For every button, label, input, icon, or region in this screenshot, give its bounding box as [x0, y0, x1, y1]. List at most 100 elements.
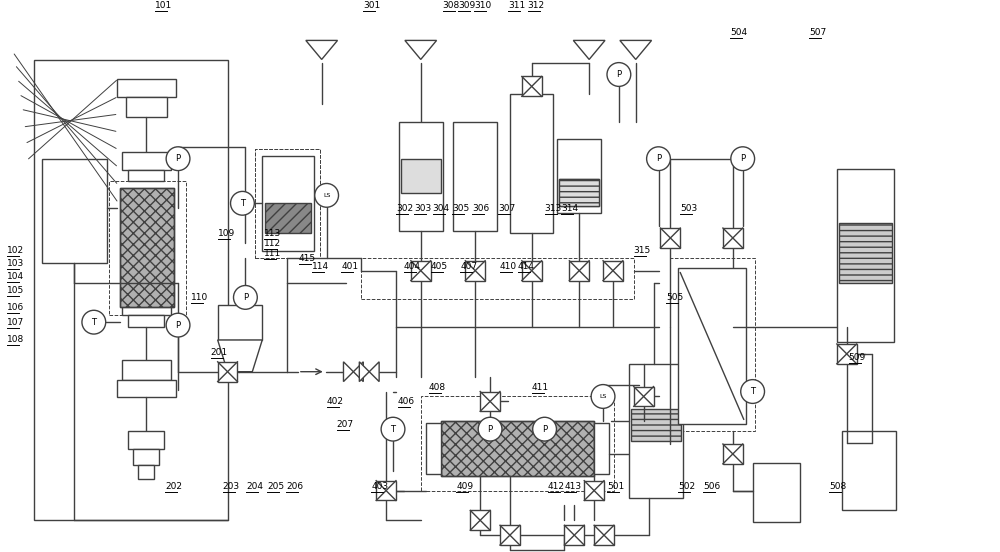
Bar [753, 463, 800, 522]
Text: 411: 411 [532, 383, 549, 391]
Text: 110: 110 [191, 293, 208, 302]
Bar [255, 149, 320, 258]
Bar [399, 122, 443, 231]
Text: 206: 206 [286, 481, 303, 491]
Text: 104: 104 [7, 272, 24, 280]
Bar [117, 380, 176, 397]
Text: 315: 315 [634, 246, 651, 255]
Text: 301: 301 [363, 1, 381, 10]
Text: 108: 108 [7, 335, 24, 344]
Polygon shape [359, 362, 369, 381]
Bar [265, 203, 311, 233]
Bar [411, 261, 431, 280]
Circle shape [591, 385, 615, 408]
Bar [594, 423, 609, 474]
Bar [120, 188, 174, 307]
Bar [522, 261, 542, 280]
Bar [569, 261, 589, 280]
Text: 509: 509 [849, 353, 866, 362]
Circle shape [533, 417, 556, 441]
Bar [361, 258, 634, 299]
Text: 503: 503 [680, 204, 698, 213]
Circle shape [731, 147, 755, 171]
Text: 308: 308 [443, 1, 460, 10]
Polygon shape [353, 362, 363, 381]
Text: 106: 106 [7, 303, 24, 312]
Text: 501: 501 [607, 481, 624, 491]
Bar [465, 261, 485, 280]
Text: P: P [740, 154, 745, 163]
Text: T: T [91, 317, 96, 327]
Polygon shape [369, 362, 379, 381]
Bar [262, 156, 314, 251]
Text: 502: 502 [678, 481, 695, 491]
Text: 314: 314 [561, 204, 579, 213]
Polygon shape [306, 40, 338, 60]
Bar [441, 421, 594, 476]
Text: 312: 312 [528, 1, 545, 10]
Text: 109: 109 [218, 229, 235, 238]
Text: 303: 303 [414, 204, 431, 213]
Text: 302: 302 [396, 204, 413, 213]
Bar [441, 421, 594, 476]
Bar [133, 449, 159, 465]
Bar [453, 122, 497, 231]
Text: 310: 310 [474, 1, 491, 10]
Bar [122, 360, 171, 380]
Bar [594, 526, 614, 545]
Text: 102: 102 [7, 246, 24, 255]
Text: 207: 207 [337, 420, 354, 429]
Bar [629, 364, 683, 497]
Text: 112: 112 [264, 239, 281, 248]
Text: 311: 311 [508, 1, 525, 10]
Text: 413: 413 [564, 481, 582, 491]
Text: 205: 205 [267, 481, 284, 491]
Circle shape [82, 310, 106, 334]
Bar [842, 431, 896, 511]
Bar [603, 261, 623, 280]
Bar [117, 79, 176, 97]
Text: 508: 508 [829, 481, 846, 491]
Bar [678, 268, 746, 424]
Bar [138, 465, 154, 479]
Text: 406: 406 [398, 397, 415, 406]
Polygon shape [405, 40, 437, 60]
Text: P: P [616, 70, 621, 79]
Bar [122, 298, 171, 315]
Text: 404: 404 [404, 262, 421, 270]
Bar [584, 481, 604, 501]
Bar [660, 228, 680, 248]
Text: 305: 305 [452, 204, 470, 213]
Polygon shape [218, 340, 262, 371]
Bar [128, 169, 164, 182]
Bar [255, 149, 320, 258]
Text: 415: 415 [299, 254, 316, 263]
Text: 114: 114 [312, 262, 329, 270]
Text: 204: 204 [246, 481, 263, 491]
Text: 401: 401 [341, 262, 359, 270]
Bar [401, 159, 441, 193]
Text: 313: 313 [545, 204, 562, 213]
Circle shape [315, 183, 339, 207]
Bar [218, 305, 262, 340]
Bar [218, 362, 237, 381]
Bar [480, 391, 500, 411]
Text: P: P [175, 321, 181, 330]
Text: 307: 307 [498, 204, 515, 213]
Text: 101: 101 [155, 1, 172, 10]
Bar [109, 182, 186, 315]
Bar [470, 511, 490, 530]
Bar [426, 423, 441, 474]
Circle shape [166, 313, 190, 337]
Circle shape [478, 417, 502, 441]
Bar [126, 97, 167, 117]
Bar [723, 228, 743, 248]
Text: P: P [656, 154, 661, 163]
Circle shape [741, 380, 765, 404]
Bar [128, 431, 164, 449]
Text: 504: 504 [730, 28, 747, 37]
Text: 410: 410 [500, 262, 517, 270]
Text: 507: 507 [809, 28, 826, 37]
Text: 203: 203 [223, 481, 240, 491]
Circle shape [607, 62, 631, 86]
